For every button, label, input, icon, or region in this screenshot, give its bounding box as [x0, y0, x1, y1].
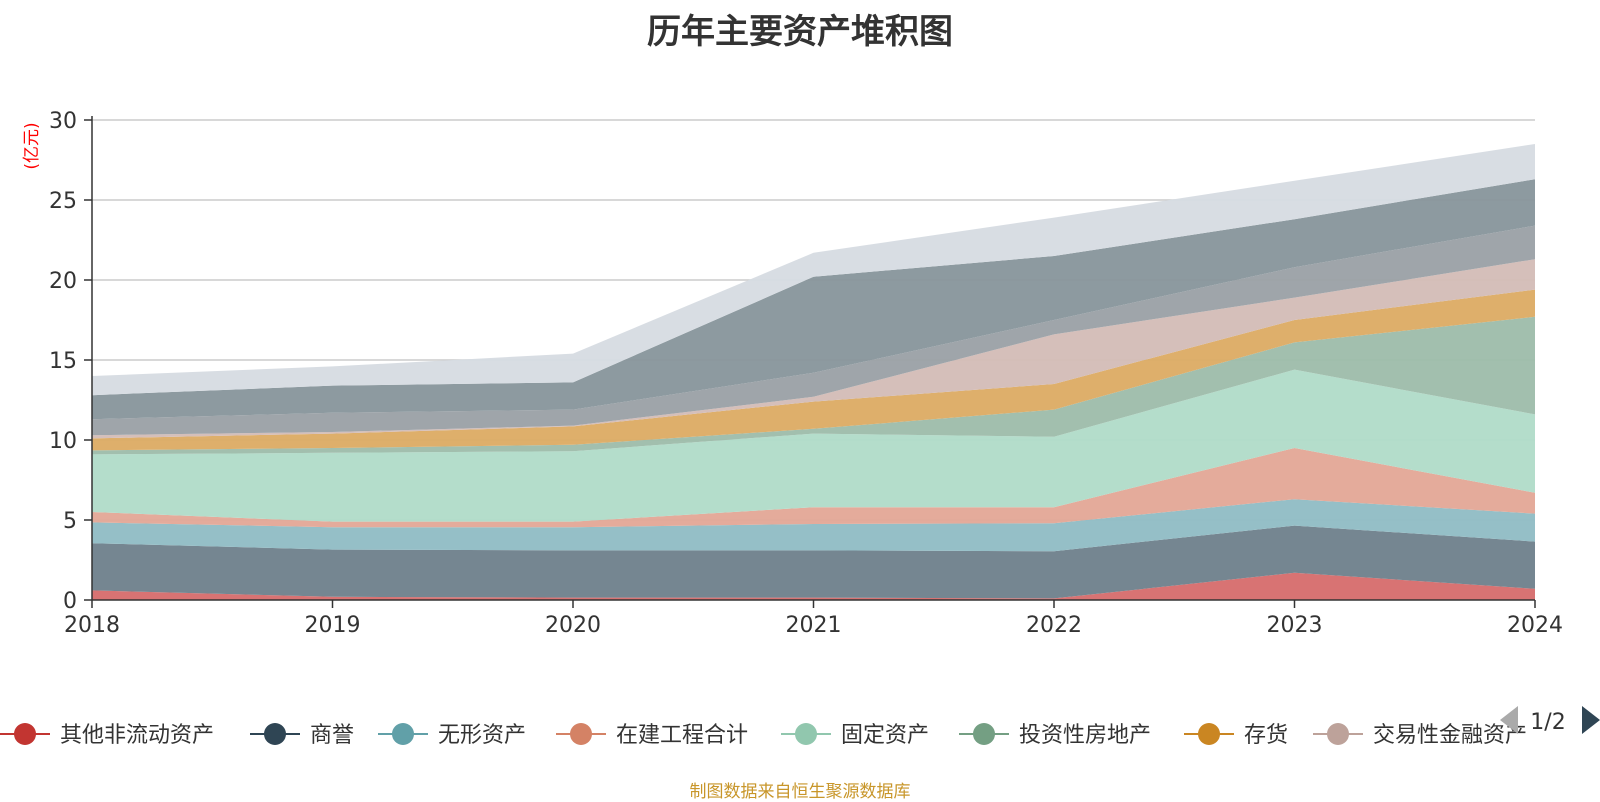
legend-item[interactable]: 其他非流动资产: [0, 723, 214, 748]
area-series-5[interactable]: [92, 369, 1535, 522]
y-tick-label: 25: [49, 189, 77, 214]
legend-item[interactable]: 商誉: [250, 723, 354, 748]
area-series-2[interactable]: [92, 525, 1535, 599]
y-tick-label: 20: [49, 269, 77, 294]
y-tick-label: 10: [49, 429, 77, 454]
legend-label: 存货: [1244, 723, 1288, 748]
legend-label: 其他非流动资产: [60, 723, 214, 748]
legend-marker-icon: [1327, 723, 1349, 745]
chart-title: 历年主要资产堆积图: [647, 12, 953, 52]
legend-item[interactable]: 存货: [1184, 723, 1288, 748]
legend-item[interactable]: 无形资产: [378, 723, 526, 748]
x-tick-label: 2018: [64, 613, 120, 638]
legend-marker-icon: [570, 723, 592, 745]
legend-marker-icon: [1198, 723, 1220, 745]
legend-page-indicator: 1/2: [1530, 710, 1565, 735]
legend: 其他非流动资产 商誉 无形资产 在建工程合计 固定资产 投资性房地产 存货 交易性金融资产: [0, 723, 1527, 748]
legend-label: 商誉: [310, 723, 354, 748]
x-tick-label: 2024: [1507, 613, 1563, 638]
x-tick-label: 2019: [305, 613, 361, 638]
legend-label: 在建工程合计: [616, 723, 748, 748]
area-series-9[interactable]: [92, 225, 1535, 436]
legend-marker-icon: [795, 723, 817, 745]
y-tick-label: 0: [63, 589, 77, 614]
area-series-3[interactable]: [92, 499, 1535, 552]
y-axis-unit-label: (亿元): [22, 122, 42, 169]
y-tick-label: 5: [63, 509, 77, 534]
legend-item[interactable]: 交易性金融资产: [1313, 723, 1527, 748]
legend-marker-icon: [973, 723, 995, 745]
data-source-note: 制图数据来自恒生聚源数据库: [689, 782, 911, 802]
legend-label: 交易性金融资产: [1373, 723, 1527, 748]
y-tick-label: 30: [49, 109, 77, 134]
area-series-1[interactable]: [92, 572, 1535, 600]
legend-label: 投资性房地产: [1019, 723, 1151, 748]
area-series-11[interactable]: [92, 144, 1535, 396]
legend-marker-icon: [392, 723, 414, 745]
legend-item[interactable]: 固定资产: [781, 723, 929, 748]
legend-item[interactable]: 在建工程合计: [556, 723, 748, 748]
area-series-10[interactable]: [92, 179, 1535, 420]
legend-marker-icon: [264, 723, 286, 745]
area-series-group: [92, 144, 1535, 600]
legend-item[interactable]: 投资性房地产: [959, 723, 1151, 748]
x-tick-label: 2022: [1026, 613, 1082, 638]
legend-pager: 1/2: [1500, 706, 1600, 735]
x-tick-label: 2020: [545, 613, 601, 638]
legend-next-arrow-icon[interactable]: [1582, 706, 1600, 734]
legend-prev-arrow-icon[interactable]: [1500, 706, 1518, 734]
x-tick-label: 2023: [1267, 613, 1323, 638]
area-series-7[interactable]: [92, 289, 1535, 451]
x-tick-label: 2021: [786, 613, 842, 638]
y-tick-label: 15: [49, 349, 77, 374]
axes: 0 5 10 15 20 25 30 2018 2019 2020 2021 2022 2023 2024: [49, 109, 1563, 638]
legend-label: 无形资产: [438, 723, 526, 748]
legend-marker-icon: [14, 723, 36, 745]
area-series-4[interactable]: [92, 448, 1535, 528]
legend-label: 固定资产: [841, 723, 929, 748]
